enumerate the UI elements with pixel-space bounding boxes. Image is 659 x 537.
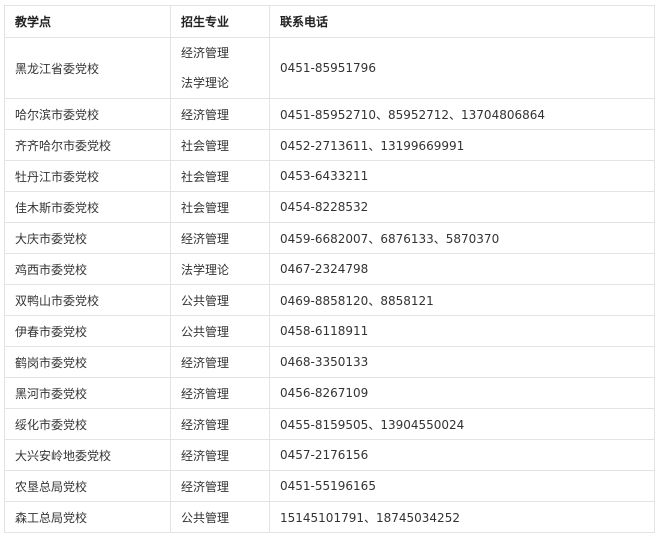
- major-label: 经济管理: [181, 386, 230, 401]
- major-cell: 经济管理: [170, 377, 270, 409]
- major-cell: 公共管理: [170, 501, 270, 533]
- major-cell: 公共管理: [170, 315, 270, 347]
- table-row: 农垦总局党校 经济管理 0451-55196165: [4, 470, 655, 502]
- table-header-row: 教学点 招生专业 联系电话: [4, 5, 655, 38]
- school-cell: 农垦总局党校: [4, 470, 171, 502]
- header-phone: 联系电话: [269, 5, 655, 38]
- major-cell: 社会管理: [170, 160, 270, 192]
- header-school: 教学点: [4, 5, 171, 38]
- major-label: 公共管理: [181, 324, 230, 339]
- phone-cell: 0451-55196165: [269, 470, 655, 502]
- major-label: 公共管理: [181, 293, 230, 308]
- major-label: 经济管理: [181, 479, 230, 494]
- school-cell: 鹤岗市委党校: [4, 346, 171, 378]
- phone-cell: 0459-6682007、6876133、5870370: [269, 222, 655, 254]
- phone-cell: 0452-2713611、13199669991: [269, 129, 655, 161]
- table-row: 双鸭山市委党校 公共管理 0469-8858120、8858121: [4, 284, 655, 316]
- table-row: 绥化市委党校 经济管理 0455-8159505、13904550024: [4, 408, 655, 440]
- school-cell: 绥化市委党校: [4, 408, 171, 440]
- table-row: 黑龙江省委党校 经济管理 法学理论 0451-85951796: [4, 37, 655, 99]
- major-cell: 社会管理: [170, 129, 270, 161]
- major-cell: 社会管理: [170, 191, 270, 223]
- phone-cell: 0456-8267109: [269, 377, 655, 409]
- table-row: 哈尔滨市委党校 经济管理 0451-85952710、85952712、137048…: [4, 98, 655, 130]
- school-cell: 大兴安岭地委党校: [4, 439, 171, 471]
- phone-cell: 0467-2324798: [269, 253, 655, 285]
- major-cell: 法学理论: [170, 253, 270, 285]
- table-row: 佳木斯市委党校 社会管理 0454-8228532: [4, 191, 655, 223]
- school-cell: 伊春市委党校: [4, 315, 171, 347]
- school-cell: 森工总局党校: [4, 501, 171, 533]
- phone-cell: 0453-6433211: [269, 160, 655, 192]
- major-label: 社会管理: [181, 169, 230, 184]
- table-row: 牡丹江市委党校 社会管理 0453-6433211: [4, 160, 655, 192]
- table-row: 鸡西市委党校 法学理论 0467-2324798: [4, 253, 655, 285]
- major-cell: 经济管理: [170, 408, 270, 440]
- school-cell: 鸡西市委党校: [4, 253, 171, 285]
- phone-cell: 0457-2176156: [269, 439, 655, 471]
- major-label: 经济管理: [181, 46, 230, 60]
- major-cell: 经济管理: [170, 346, 270, 378]
- major-cell: 公共管理: [170, 284, 270, 316]
- school-cell: 齐齐哈尔市委党校: [4, 129, 171, 161]
- major-label: 经济管理: [181, 448, 230, 463]
- table-row: 大兴安岭地委党校 经济管理 0457-2176156: [4, 439, 655, 471]
- major-label: 社会管理: [181, 200, 230, 215]
- phone-cell: 0469-8858120、8858121: [269, 284, 655, 316]
- major-label: 法学理论: [181, 262, 230, 277]
- phone-cell: 0468-3350133: [269, 346, 655, 378]
- major-cell: 经济管理: [170, 470, 270, 502]
- table-row: 黑河市委党校 经济管理 0456-8267109: [4, 377, 655, 409]
- header-major: 招生专业: [170, 5, 270, 38]
- school-cell: 佳木斯市委党校: [4, 191, 171, 223]
- major-cell: 经济管理: [170, 439, 270, 471]
- phone-cell: 0454-8228532: [269, 191, 655, 223]
- phone-cell: 0455-8159505、13904550024: [269, 408, 655, 440]
- major-label: 法学理论: [181, 76, 230, 90]
- major-label: 经济管理: [181, 231, 230, 246]
- major-cell: 经济管理: [170, 222, 270, 254]
- table-row: 鹤岗市委党校 经济管理 0468-3350133: [4, 346, 655, 378]
- major-label: 社会管理: [181, 138, 230, 153]
- school-cell: 牡丹江市委党校: [4, 160, 171, 192]
- major-label: 经济管理: [181, 355, 230, 370]
- major-cell: 经济管理 法学理论: [170, 37, 270, 99]
- table-row: 伊春市委党校 公共管理 0458-6118911: [4, 315, 655, 347]
- school-cell: 大庆市委党校: [4, 222, 171, 254]
- school-cell: 哈尔滨市委党校: [4, 98, 171, 130]
- major-cell: 经济管理: [170, 98, 270, 130]
- table-row: 大庆市委党校 经济管理 0459-6682007、6876133、5870370: [4, 222, 655, 254]
- school-cell: 黑河市委党校: [4, 377, 171, 409]
- table-row: 齐齐哈尔市委党校 社会管理 0452-2713611、13199669991: [4, 129, 655, 161]
- phone-cell: 0451-85952710、85952712、13704806864: [269, 98, 655, 130]
- major-label: 公共管理: [181, 510, 230, 525]
- phone-cell: 0451-85951796: [269, 37, 655, 99]
- school-cell: 双鸭山市委党校: [4, 284, 171, 316]
- phone-cell: 0458-6118911: [269, 315, 655, 347]
- table-row: 森工总局党校 公共管理 15145101791、18745034252: [4, 501, 655, 533]
- teaching-points-table: 教学点 招生专业 联系电话 黑龙江省委党校 经济管理 法学理论 0451-859517…: [4, 5, 655, 533]
- major-label: 经济管理: [181, 417, 230, 432]
- school-cell: 黑龙江省委党校: [4, 37, 171, 99]
- major-label: 经济管理: [181, 107, 230, 122]
- phone-cell: 15145101791、18745034252: [269, 501, 655, 533]
